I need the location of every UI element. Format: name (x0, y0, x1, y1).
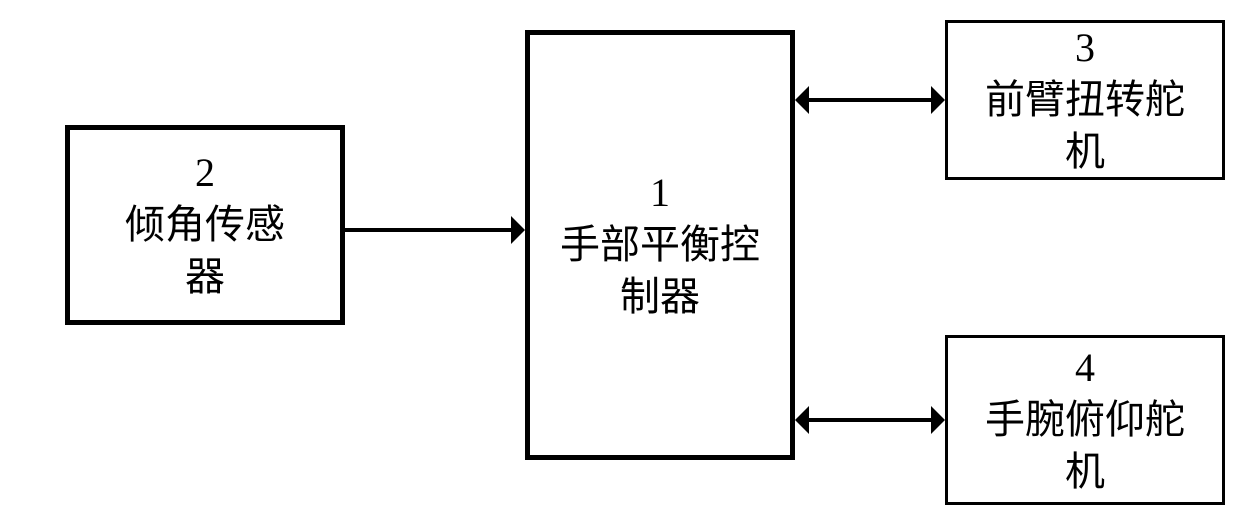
block-controller: 1 手部平衡控 制器 (525, 30, 795, 460)
block-sensor-num: 2 (195, 147, 215, 199)
block-forearm-num: 3 (1075, 22, 1095, 74)
arrow-line (345, 228, 511, 232)
arrow-head-icon (795, 86, 809, 114)
block-controller-label-0: 手部平衡控 (560, 219, 760, 271)
block-wrist-label-0: 手腕俯仰舵 (985, 394, 1185, 446)
block-wrist-label-1: 机 (1065, 446, 1105, 498)
arrow-head-icon (511, 216, 525, 244)
block-wrist-num: 4 (1075, 342, 1095, 394)
block-controller-num: 1 (650, 167, 670, 219)
arrow-line (809, 98, 931, 102)
block-forearm-servo: 3 前臂扭转舵 机 (945, 20, 1225, 180)
arrow-head-icon (795, 406, 809, 434)
block-forearm-label-1: 机 (1065, 126, 1105, 178)
block-sensor-label-1: 器 (185, 251, 225, 303)
block-wrist-servo: 4 手腕俯仰舵 机 (945, 335, 1225, 505)
arrow-head-icon (931, 86, 945, 114)
block-sensor: 2 倾角传感 器 (65, 125, 345, 325)
block-forearm-label-0: 前臂扭转舵 (985, 74, 1185, 126)
block-controller-label-1: 制器 (620, 271, 700, 323)
arrow-head-icon (931, 406, 945, 434)
block-sensor-label-0: 倾角传感 (125, 199, 285, 251)
arrow-line (809, 418, 931, 422)
